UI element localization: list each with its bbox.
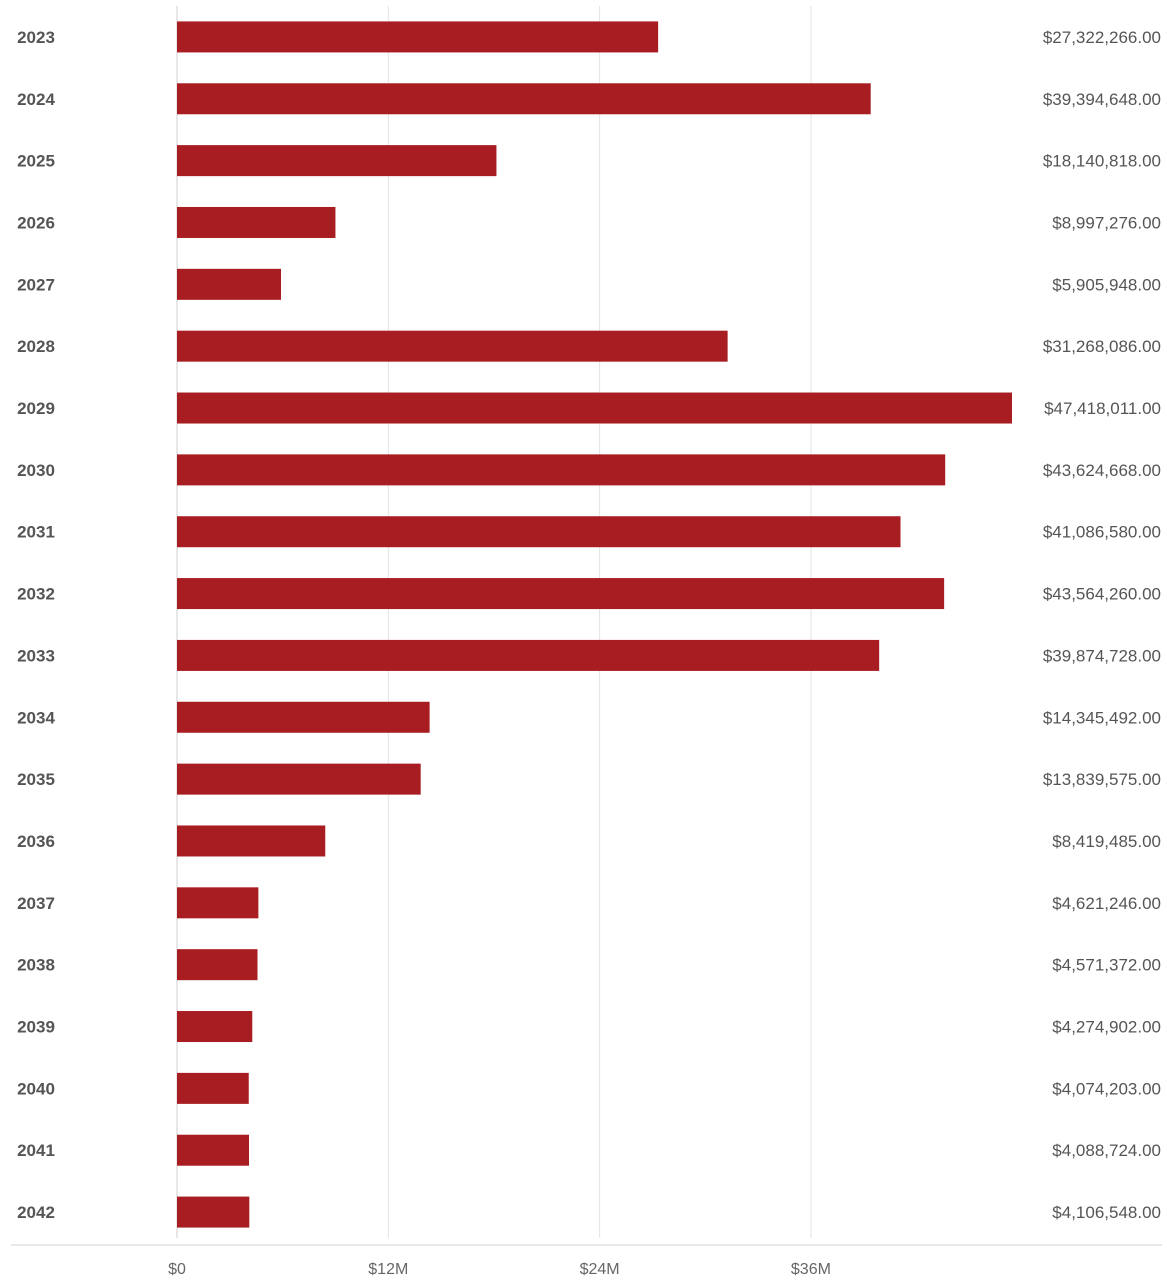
value-label: $43,564,260.00: [1043, 585, 1161, 604]
bar: [177, 949, 258, 981]
bar: [177, 83, 871, 115]
value-labels: $27,322,266.00 $39,394,648.00 $18,140,818.…: [1043, 28, 1161, 1222]
category-label: 2027: [17, 275, 55, 294]
category-label: 2026: [17, 213, 55, 232]
bar: [177, 145, 497, 177]
category-label: 2031: [17, 523, 55, 542]
x-tick-label: $0: [168, 1261, 186, 1278]
category-label: 2039: [17, 1018, 55, 1037]
value-label: $4,074,203.00: [1052, 1079, 1161, 1098]
bar: [177, 21, 659, 53]
category-label: 2028: [17, 337, 55, 356]
value-label: $41,086,580.00: [1043, 523, 1161, 542]
bar: [177, 392, 1012, 424]
x-tick-label: $36M: [791, 1261, 831, 1278]
bar: [177, 454, 946, 486]
value-label: $8,419,485.00: [1052, 832, 1161, 851]
bar: [177, 206, 336, 238]
x-axis-ticks: $0 $12M $24M $36M: [168, 1261, 831, 1278]
category-label: 2025: [17, 152, 55, 171]
value-label: $4,274,902.00: [1052, 1018, 1161, 1037]
bars: [177, 21, 1012, 1228]
category-label: 2034: [17, 708, 55, 727]
category-label: 2035: [17, 770, 55, 789]
x-tick-label: $24M: [580, 1261, 620, 1278]
category-label: 2041: [17, 1141, 55, 1160]
value-label: $4,621,246.00: [1052, 894, 1161, 913]
category-label: 2030: [17, 461, 55, 480]
bar: [177, 887, 259, 919]
bar: [177, 1072, 249, 1104]
value-label: $27,322,266.00: [1043, 28, 1161, 47]
bar: [177, 639, 880, 671]
category-label: 2036: [17, 832, 55, 851]
category-label: 2040: [17, 1079, 55, 1098]
bar: [177, 1196, 250, 1228]
value-label: $31,268,086.00: [1043, 337, 1161, 356]
category-label: 2029: [17, 399, 55, 418]
value-label: $39,874,728.00: [1043, 646, 1161, 665]
value-label: $39,394,648.00: [1043, 90, 1161, 109]
x-tick-label: $12M: [368, 1261, 408, 1278]
bar: [177, 825, 326, 857]
bar: [177, 578, 945, 610]
value-label: $47,418,011.00: [1044, 399, 1161, 418]
value-label: $4,088,724.00: [1052, 1141, 1161, 1160]
value-label: $8,997,276.00: [1052, 213, 1161, 232]
value-label: $43,624,668.00: [1043, 461, 1161, 480]
bar: [177, 1134, 249, 1166]
category-label: 2042: [17, 1203, 55, 1222]
category-label: 2038: [17, 956, 55, 975]
value-label: $4,571,372.00: [1052, 956, 1161, 975]
grid-lines: [176, 6, 812, 1238]
category-label: 2037: [17, 894, 55, 913]
bar: [177, 701, 430, 733]
category-label: 2032: [17, 585, 55, 604]
value-label: $4,106,548.00: [1052, 1203, 1161, 1222]
bar: [177, 330, 728, 362]
category-label: 2023: [17, 28, 55, 47]
bar: [177, 268, 281, 300]
bar: [177, 1011, 253, 1043]
value-label: $14,345,492.00: [1043, 708, 1161, 727]
category-labels: 2023 2024 2025 2026 2027 2028 2029 2030 2031 2032…: [17, 28, 55, 1222]
value-label: $18,140,818.00: [1043, 152, 1161, 171]
category-label: 2033: [17, 646, 55, 665]
bar: [177, 516, 901, 548]
category-label: 2024: [17, 90, 55, 109]
value-label: $5,905,948.00: [1052, 275, 1161, 294]
value-label: $13,839,575.00: [1043, 770, 1161, 789]
bar: [177, 763, 421, 795]
